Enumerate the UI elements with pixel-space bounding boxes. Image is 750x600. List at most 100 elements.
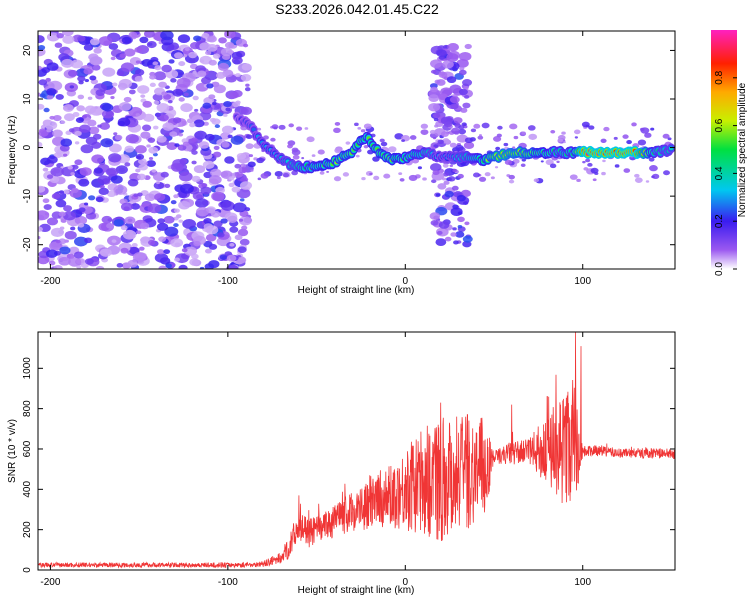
- speckle-blob: [342, 172, 350, 177]
- noise-blob: [74, 159, 83, 166]
- streak-blob: [464, 95, 470, 99]
- noise-blob: [137, 192, 143, 197]
- noise-blob: [244, 87, 251, 92]
- speckle-blob: [409, 135, 417, 140]
- noise-blob: [95, 89, 106, 96]
- noise-blob: [131, 243, 138, 248]
- noise-blob: [105, 119, 111, 124]
- streak-blob: [430, 86, 438, 93]
- speckle-blob: [449, 164, 454, 168]
- speckle-blob: [464, 137, 473, 144]
- noise-blob: [196, 194, 203, 199]
- speckle-blob: [437, 139, 444, 145]
- streak-blob: [429, 212, 441, 220]
- noise-blob: [42, 167, 49, 172]
- noise-blob: [105, 167, 119, 177]
- noise-blob: [38, 226, 43, 232]
- speckle-blob: [477, 135, 484, 140]
- noise-blob: [93, 47, 102, 54]
- x-tick-label: -200: [40, 276, 60, 287]
- speckle-blob: [432, 170, 440, 176]
- noise-blob: [137, 173, 147, 181]
- colorbar-tick-label: 0.0: [714, 262, 725, 276]
- noise-blob: [206, 83, 214, 89]
- noise-blob: [113, 185, 128, 195]
- streak-blob: [446, 53, 459, 62]
- noise-blob: [60, 138, 73, 147]
- noise-blob: [230, 135, 244, 145]
- colorbar-label: Normalized spectral amplitude: [737, 82, 748, 217]
- noise-blob: [68, 257, 82, 267]
- noise-blob: [195, 198, 209, 208]
- noise-blob: [215, 71, 226, 79]
- noise-blob: [229, 226, 239, 233]
- speckle-blob: [582, 160, 586, 164]
- speckle-blob: [601, 171, 606, 176]
- speckle-blob: [443, 121, 453, 128]
- streak-blob: [452, 204, 459, 209]
- noise-blob: [134, 75, 143, 82]
- noise-blob: [49, 241, 63, 251]
- noise-blob: [218, 37, 227, 44]
- noise-blob: [63, 113, 75, 122]
- noise-blob: [199, 42, 211, 51]
- noise-blob: [46, 155, 58, 164]
- speckle-blob: [261, 158, 266, 161]
- speckle-blob: [276, 176, 281, 180]
- streak-blob: [444, 190, 454, 198]
- noise-blob: [38, 255, 50, 265]
- noise-blob: [200, 186, 212, 195]
- noise-blob: [239, 198, 245, 202]
- noise-blob: [80, 144, 94, 154]
- noise-blob: [121, 36, 132, 44]
- streak-blob: [450, 232, 457, 237]
- noise-blob: [229, 243, 235, 247]
- streak-blob: [432, 112, 441, 119]
- noise-blob: [89, 75, 97, 81]
- streak-blob: [462, 102, 471, 109]
- noise-blob: [46, 62, 59, 71]
- noise-blob: [227, 215, 238, 223]
- noise-blob: [225, 107, 231, 112]
- speckle-blob: [282, 172, 290, 178]
- streak-blob: [456, 194, 466, 202]
- noise-blob: [106, 223, 114, 229]
- noise-blob: [116, 263, 124, 268]
- colorbar-tick-label: 0.8: [714, 70, 725, 84]
- colorbar-ticks: 0.0 0.2 0.4 0.6 0.8: [714, 70, 737, 276]
- streak-blob: [446, 76, 457, 84]
- y-tick-label: 0: [22, 144, 33, 150]
- noise-blob: [54, 42, 63, 48]
- noise-blob: [87, 96, 93, 100]
- noise-blob: [77, 75, 86, 82]
- noise-blob: [170, 238, 184, 248]
- noise-blob: [201, 76, 211, 85]
- noise-blob: [69, 85, 75, 89]
- noise-blob: [239, 238, 250, 246]
- y-tick-label: 10: [22, 93, 33, 105]
- noise-blob: [148, 156, 154, 160]
- noise-blob: [67, 165, 73, 170]
- noise-blob: [212, 151, 222, 158]
- noise-blob: [144, 193, 156, 202]
- speckle-blob: [273, 126, 278, 130]
- noise-blob: [143, 113, 155, 122]
- noise-blob: [242, 43, 249, 48]
- speckle-blob: [583, 167, 589, 171]
- noise-blob: [170, 78, 177, 83]
- speckle-blob: [549, 163, 557, 169]
- noise-blob: [53, 152, 62, 159]
- noise-blob: [183, 246, 198, 256]
- noise-blob: [111, 239, 117, 243]
- y-tick-label: 400: [22, 481, 33, 498]
- noise-blob: [60, 120, 66, 125]
- speckle-blob: [509, 123, 518, 130]
- x-tick-label: -200: [40, 577, 60, 588]
- noise-blob: [70, 226, 76, 231]
- noise-blob: [226, 254, 237, 262]
- noise-blob: [46, 174, 54, 179]
- noise-blob: [165, 263, 172, 268]
- speckle-blob: [245, 134, 253, 140]
- noise-blob: [38, 185, 46, 193]
